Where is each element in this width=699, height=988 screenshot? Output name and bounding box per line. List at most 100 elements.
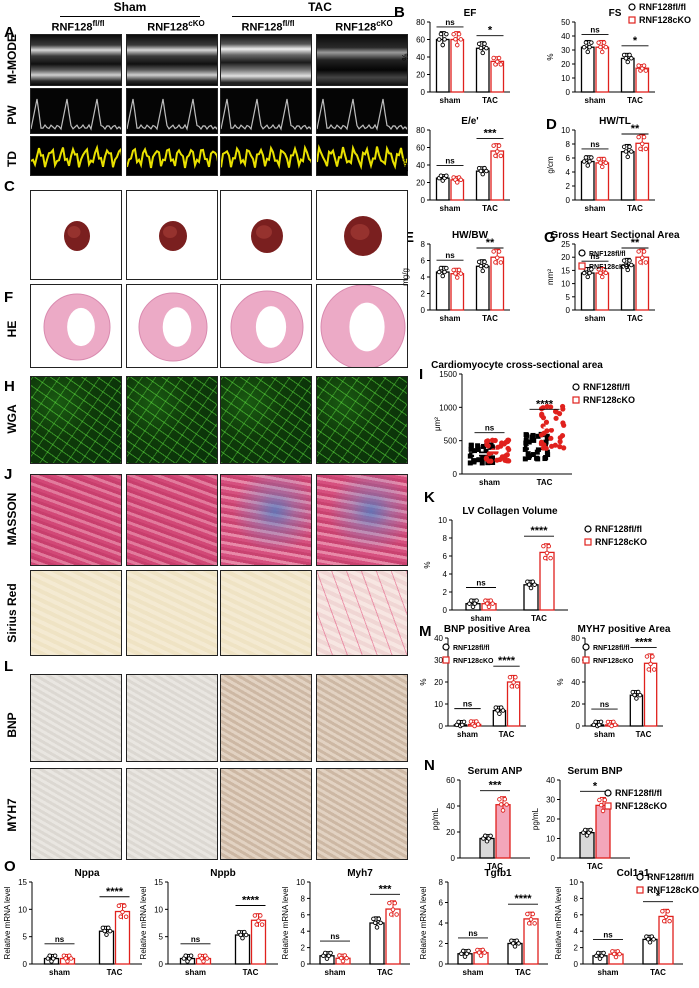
- col1a1-ytick-label-1: 2: [574, 944, 579, 953]
- ef-dot-0-0-3: [442, 37, 447, 42]
- panel-letter-b: B: [394, 4, 405, 21]
- sanp-title: Serum ANP: [468, 766, 523, 777]
- hwtl-ytick-label-0: 0: [566, 196, 571, 205]
- nppb-dot-1-1-1: [254, 922, 259, 927]
- ef-ytick-label-1: 20: [416, 71, 425, 80]
- tgfb1-dot-1-1-0: [525, 911, 530, 917]
- panel-letter-a: A: [4, 24, 15, 41]
- hwtl-dot-1-1-2: [640, 141, 645, 147]
- csa-point-1-1-11: [557, 435, 563, 441]
- n-legend-fl: RNF128fl/fl: [615, 788, 662, 798]
- myh7-dot-0-1-2: [340, 958, 346, 964]
- hwtl-xtick-0: sham: [585, 204, 606, 213]
- lvcv-dot-1-1-2: [544, 550, 550, 556]
- ef-dot-0-1-0: [451, 31, 456, 37]
- group-header-tac: TAC: [308, 0, 332, 14]
- hwbw-dot-1-1-0: [491, 249, 496, 254]
- lvcv-dot-0-0-4: [474, 598, 479, 603]
- ef-sig-1: *: [488, 25, 493, 37]
- csa-point-0-1-21: [489, 437, 496, 443]
- o-legend-cko-marker: [636, 886, 644, 894]
- panel-letter-l: L: [4, 658, 14, 675]
- myh7-dot-1-1-2: [390, 907, 396, 912]
- hwtl-ytick-label-2: 4: [566, 168, 571, 177]
- nppa-xtick-1: TAC: [107, 968, 123, 977]
- ghsa-dot-1-1-0: [636, 249, 641, 254]
- myh7a-dot-1-0-2: [634, 696, 639, 701]
- wga-image-tac-cko: [316, 376, 408, 464]
- hwbw-dot-1-1-1: [493, 260, 498, 265]
- myh7a-xtick-0: sham: [594, 730, 615, 739]
- lvcv-ytick-label-0: 0: [443, 606, 448, 615]
- tgfb1-ytick-label-2: 4: [439, 919, 444, 928]
- myh7a-dot-1-1-3: [650, 654, 655, 659]
- m-legend-cko-marker: [442, 656, 450, 664]
- col1a1-ytick-label-4: 8: [574, 894, 579, 903]
- sbnp-dot-0-1-0: [597, 797, 602, 803]
- bnpa-dot-0-0-1: [456, 719, 461, 725]
- ee-sig-0: ns: [445, 157, 455, 166]
- csa-ylabel: μm²: [433, 417, 442, 431]
- pw-image-sham-cko: [126, 88, 218, 134]
- bnp-image-sham-fl: [30, 674, 122, 762]
- csa-point-1-1-20: [548, 427, 555, 433]
- fs-ytick-label-4: 40: [561, 32, 570, 41]
- csa-point-0-0-27: [468, 443, 474, 449]
- nppb-dot-1-1-3: [258, 913, 263, 918]
- he-image-tac-cko: [316, 284, 408, 368]
- myh7a-dot-0-1-4: [612, 722, 618, 728]
- panel-letter-h: H: [4, 378, 15, 395]
- fs-xtick-0: sham: [585, 96, 606, 105]
- fs-ytick-label-3: 30: [561, 46, 570, 55]
- csa-point-1-0-33: [523, 440, 529, 446]
- col1a1-dot-0-0-4: [601, 950, 606, 956]
- m-legend-cko: RNF128cKO: [453, 658, 494, 665]
- sirius-image-sham-fl: [30, 570, 122, 656]
- ef-dot-1-0-3: [482, 41, 487, 47]
- myh7-ytick-label-0: 0: [301, 960, 306, 969]
- hwbw-dot-0-0-2: [440, 273, 446, 279]
- hwtl-dot-1-1-3: [641, 134, 647, 140]
- col1a1-dot-1-0-2: [647, 940, 653, 945]
- masson-image-sham-fl: [30, 474, 122, 566]
- csa-point-1-1-25: [559, 403, 566, 410]
- ef-dot-0-1-2: [455, 42, 460, 48]
- hwbw-ytick-label-2: 4: [421, 273, 426, 282]
- csa-point-0-0-30: [480, 453, 486, 459]
- ghsa-dot-0-1-2: [600, 274, 605, 280]
- myh7-image-tac-fl: [220, 768, 312, 860]
- myh7-xtick-1: TAC: [377, 968, 393, 977]
- ghsa-dot-1-1-3: [641, 249, 647, 254]
- ghsa-dot-0-1-3: [601, 267, 607, 272]
- nppb-sig-1: ****: [242, 895, 260, 907]
- fs-ylabel: %: [546, 53, 555, 60]
- ghsa-dot-0-1-0: [596, 267, 601, 272]
- hwtl-sig-1: **: [631, 123, 640, 135]
- td-image-tac-cko: [316, 136, 408, 176]
- sanp-sig-0: ***: [489, 780, 503, 792]
- ghsa-dot-1-1-2: [640, 255, 645, 260]
- hwbw-dot-1-0-1: [478, 263, 484, 269]
- hwtl-xtick-1: TAC: [627, 204, 643, 213]
- myh7a-dot-1-0-1: [632, 692, 637, 698]
- bnpa-ytick-label-1: 10: [434, 700, 443, 709]
- myh7-xtick-0: sham: [325, 968, 346, 977]
- lvcv-dot-1-1-0: [541, 543, 546, 549]
- nppa-dot-1-0-3: [106, 925, 111, 931]
- i-legend-fl-marker: [572, 383, 580, 391]
- ef-dot-1-0-1: [478, 45, 484, 51]
- csa-ytick-label-2: 1000: [439, 403, 457, 412]
- hwbw-dot-0-0-4: [444, 265, 449, 271]
- fs-dot-0-1-4: [603, 44, 609, 50]
- fs-dot-0-1-3: [601, 40, 607, 45]
- ef-dot-1-0-4: [484, 45, 489, 51]
- tgfb1-dot-0-1-2: [478, 953, 484, 958]
- col-header-tac-fl: RNF128fl/fl: [241, 19, 295, 34]
- nppa-ytick-label-2: 10: [18, 905, 27, 914]
- csa-point-0-0-18: [489, 445, 495, 451]
- ghsa-xtick-0: sham: [585, 314, 606, 323]
- panel-letter-i: I: [419, 366, 424, 383]
- myh7-ytick-label-5: 10: [296, 878, 305, 887]
- myh7a-ytick-label-0: 0: [576, 722, 581, 731]
- ghsa-ytick-label-1: 5: [566, 293, 571, 302]
